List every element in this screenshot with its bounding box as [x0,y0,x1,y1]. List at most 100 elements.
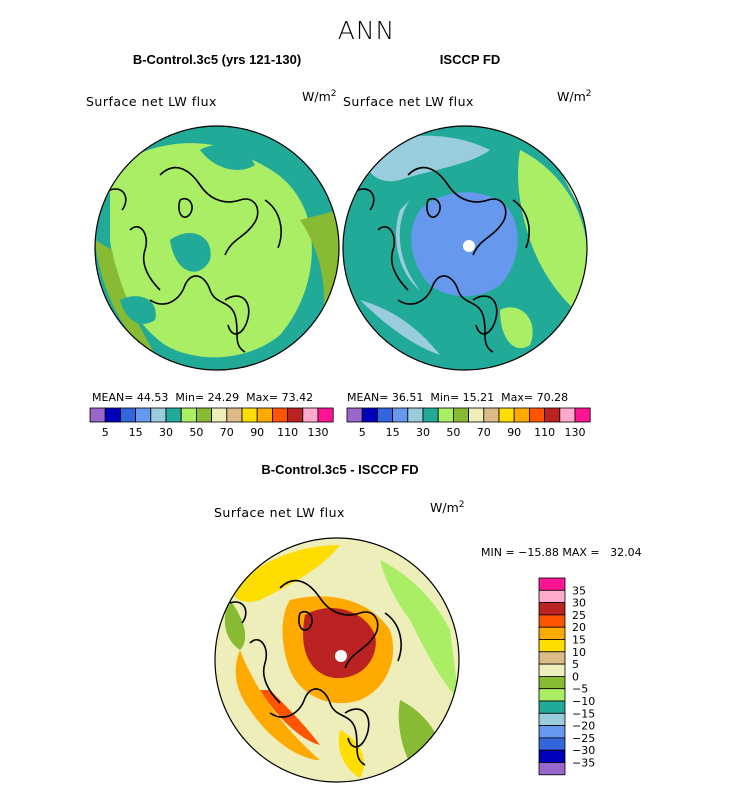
panel1-colorbar-swatch [302,407,319,423]
map3-field-orange-left [235,650,320,760]
panel1-colorbar-tick-label: 15 [129,426,143,439]
panel2-colorbar-tick-label: 130 [565,426,586,439]
panel3-colorbar-tick-label: 30 [572,597,586,610]
map3-border [214,537,460,783]
map3-field-yellow-top [230,545,340,602]
panel1-colorbar-tick-label: 70 [220,426,234,439]
panel2-colorbar-swatch [361,407,378,423]
panel3-colorbar-tick-label: −20 [572,720,595,733]
panel2-colorbar-tick-label: 90 [507,426,521,439]
panel1-title: B-Control.3c5 (yrs 121-130) [132,52,302,67]
panel3-title: B-Control.3c5 - ISCCP FD [261,462,419,477]
map2-coastlines [357,166,530,353]
panel3-colorbar-tick-label: −15 [572,707,595,720]
panel3-colorbar-tick-label: 20 [572,621,586,634]
panel3-colorbar-tick-label: −35 [572,757,595,770]
map1-coastlines [109,166,282,353]
panel2-colorbar-swatch [483,407,500,423]
panel2-colorbar-swatch [346,407,363,423]
panel2-colorbar-tick-label: 15 [386,426,400,439]
panel3-variable-label: Surface net LW flux [214,505,345,520]
panel3-colorbar-tick-label: 10 [572,646,586,659]
panel1-colorbar-tick-label: 50 [189,426,203,439]
panel3-colorbar-swatch [538,639,566,653]
panel1-colorbar-tick-label: 90 [250,426,264,439]
panel2-colorbar-tick-label: 110 [534,426,555,439]
panel1-colorbar-swatch [226,407,243,423]
panel3-colorbar-tick-label: 15 [572,634,586,647]
panel2-colorbar-swatch [529,407,546,423]
panel2-colorbar-swatch [376,407,393,423]
panel2-colorbar-swatch [392,407,409,423]
panel3-colorbar-swatch [538,700,566,714]
panel2-colorbar-tick-label: 70 [477,426,491,439]
panel2-colorbar-tick-label: 50 [446,426,460,439]
panel2-colorbar-swatch [559,407,576,423]
panel1-colorbar-swatch [120,407,137,423]
panel1-colorbar-swatch [195,407,212,423]
panel1-colorbar-swatch [271,407,288,423]
map1-border [94,125,340,371]
panel1-variable-label: Surface net LW flux [86,94,217,109]
panel3-colorbar-tick-label: 25 [572,609,586,622]
map1-field-teal-patch [200,145,255,170]
panel2-colorbar-swatch [422,407,439,423]
panel1-colorbar-swatch [150,407,167,423]
panel1-colorbar-swatch [165,407,182,423]
panel2-colorbar-swatch [437,407,454,423]
panel3-colorbar-swatch [538,614,566,628]
panel1-colorbar-swatch [317,407,334,423]
panel3-colorbar-tick-label: 5 [572,658,579,671]
panel3-colorbar-swatch [538,589,566,603]
panel3-colorbar-swatch [538,712,566,726]
panel2-colorbar-swatch [574,407,591,423]
panel3-colorbar-swatch [538,762,566,776]
panel3-colorbar-tick-label: −30 [572,744,595,757]
panel1-colorbar-tick-label: 5 [102,426,109,439]
panel3-colorbar-swatch [538,651,566,665]
panel3-colorbar-swatch [538,725,566,739]
panel2-stats: MEAN= 36.51 Min= 15.21 Max= 70.28 [347,391,569,404]
panel3-min-max: MIN = −15.88 MAX = 32.04 [481,546,642,559]
panel2-colorbar: 5 15 30 50 70 90 110 130 [346,407,591,439]
panel3-map [214,537,460,783]
panel3-colorbar-swatch [538,663,566,677]
panel1-colorbar: 5 15 30 50 70 90 110 130 [89,407,334,439]
panel1-map [94,125,340,371]
panel2-title: ISCCP FD [439,52,501,67]
panel3-colorbar-swatch [538,749,566,763]
panel1-colorbar-swatch [211,407,228,423]
panel1-colorbar-tick-label: 30 [159,426,173,439]
panel1-colorbar-swatch [180,407,197,423]
panel2-colorbar-swatch [498,407,515,423]
panel1-colorbar-swatch [135,407,152,423]
map3-field-yellow-bottom [338,730,364,778]
panel3-colorbar-tick-label: 0 [572,670,579,683]
panel1-colorbar-tick-label: 110 [277,426,298,439]
panel3-colorbar-swatch [538,626,566,640]
map2-field-green-right [518,150,587,320]
map2-border [342,125,588,371]
map3-pole-marker [335,650,347,662]
panel2-colorbar-swatch [513,407,530,423]
map3-field-red-center [303,607,376,679]
panel2-colorbar-swatch [452,407,469,423]
panel3-units: W/m2 [430,500,465,516]
map2-pole-marker [463,240,475,252]
map3-field-redorange-left [260,690,320,745]
map3-field-olive-left [224,600,246,650]
panel3-colorbar-tick-label: −25 [572,732,595,745]
panel1-stats: MEAN= 44.53 Min= 24.29 Max= 73.42 [92,391,314,404]
panel1-units: W/m2 [302,89,337,105]
map1-field-teal-patch3 [120,296,156,324]
panel1-colorbar-tick-label: 130 [308,426,329,439]
panel1-colorbar-swatch [89,407,106,423]
map3-coastlines [229,579,402,766]
panel3-colorbar-swatch [538,577,566,591]
main-title: ANN [337,16,396,45]
panel2-colorbar-swatch [407,407,424,423]
panel3-colorbar-tick-label: −5 [572,683,588,696]
panel3-colorbar-swatch [538,737,566,751]
panel1-colorbar-swatch [256,407,273,423]
